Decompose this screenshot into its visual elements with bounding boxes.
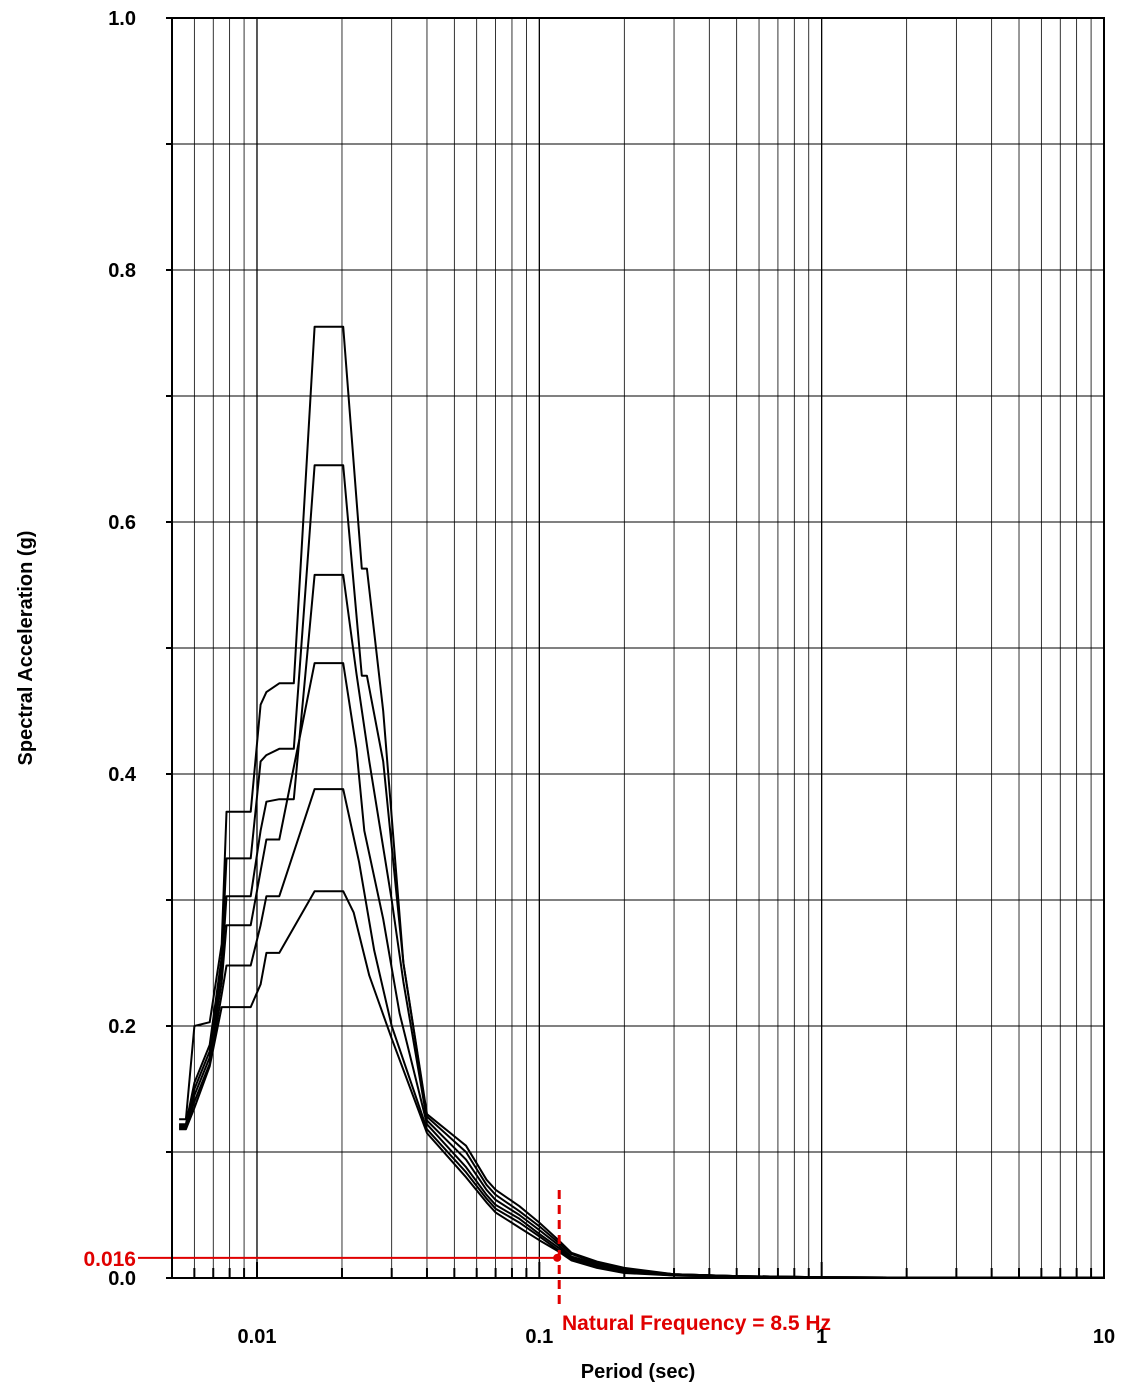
x-tick-label: 0.1 [525, 1326, 553, 1348]
grid-lines [172, 18, 1104, 1278]
y-tick-label: 0.8 [108, 260, 136, 282]
natural-frequency-annotation: 0.016 Natural Frequency = 8.5 Hz [83, 1190, 831, 1335]
y-tick-label: 0.2 [108, 1016, 136, 1038]
spectrum-curve [179, 325, 1104, 1279]
spectrum-curve [179, 788, 1104, 1279]
y-tick-label: 0.0 [108, 1268, 136, 1290]
y-tick-label: 0.4 [108, 764, 137, 786]
spectrum-curve [179, 890, 1104, 1279]
x-tick-label: 10 [1093, 1326, 1115, 1348]
spectrum-curve [179, 464, 1104, 1279]
y-tick-label: 0.6 [108, 512, 136, 534]
y-tick-label: 1.0 [108, 8, 136, 30]
spectrum-curves [179, 325, 1104, 1279]
axis-ticks: 0.01 0.1 1 10 0.0 0.2 0.4 0.6 0.8 1.0 [108, 8, 1115, 1348]
x-axis-title: Period (sec) [581, 1361, 695, 1383]
intersection-marker [553, 1253, 562, 1262]
x-tick-label: 1 [816, 1326, 827, 1348]
acceleration-value-label: 0.016 [83, 1248, 136, 1271]
y-axis-title: Spectral Acceleration (g) [15, 531, 37, 766]
x-tick-label: 0.01 [238, 1326, 277, 1348]
natural-frequency-label: Natural Frequency = 8.5 Hz [562, 1312, 831, 1335]
spectrum-curve [179, 662, 1104, 1279]
spectrum-curve [179, 573, 1104, 1279]
